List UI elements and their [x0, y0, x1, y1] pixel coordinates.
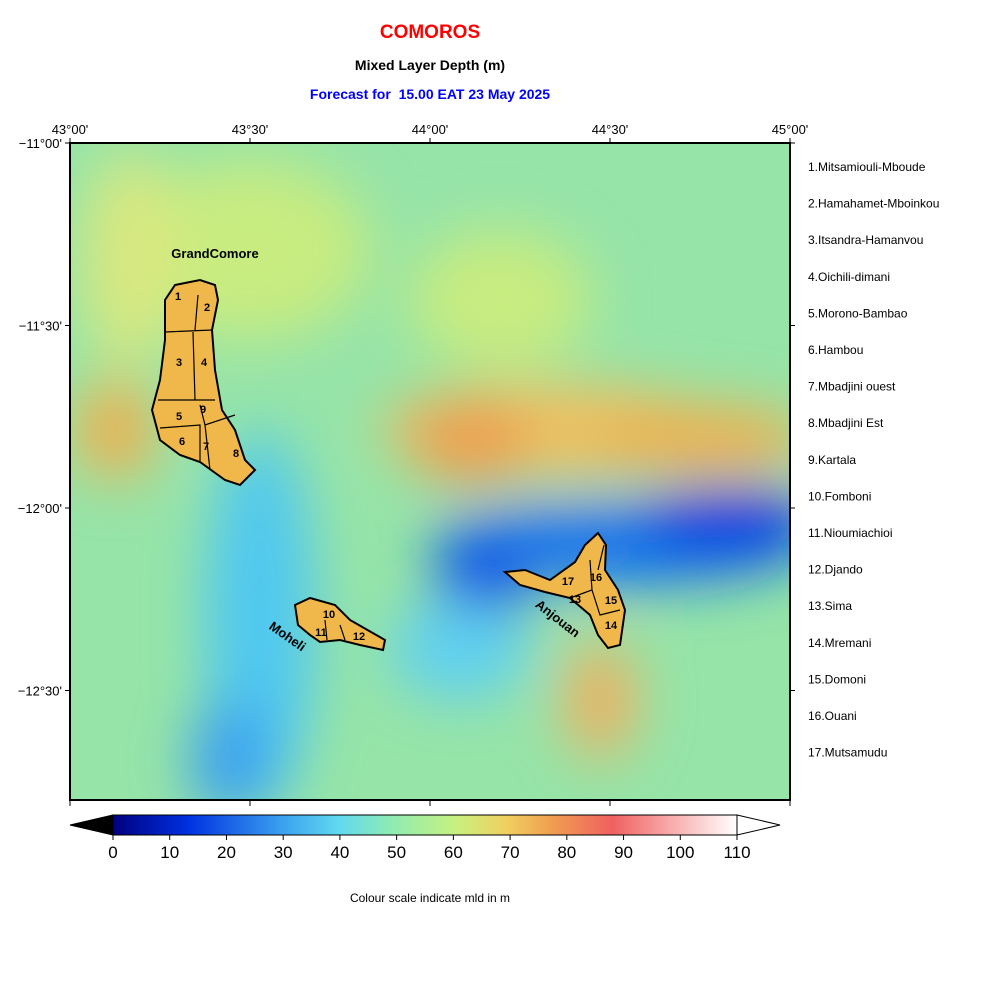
- colorbar-tick-label: 70: [501, 843, 520, 862]
- title: COMOROS: [380, 22, 480, 43]
- legend-entry: 16.Ouani: [808, 709, 857, 723]
- legend-entry: 8.Mbadjini Est: [808, 416, 884, 430]
- field: [70, 143, 790, 800]
- legend-entry: 2.Hamahamet-Mboinkou: [808, 197, 939, 211]
- y-tick-label: −12°30': [18, 684, 62, 699]
- colorbar-tick-label: 90: [614, 843, 633, 862]
- legend-entry: 4.Oichili-dimani: [808, 270, 890, 284]
- district-number: 9: [200, 404, 206, 416]
- district-number: 4: [201, 357, 208, 369]
- district-borders: [158, 294, 621, 641]
- colorbar: [112, 814, 738, 836]
- colorbar-tick-label: 30: [274, 843, 293, 862]
- x-tick-label: 44°30': [592, 122, 629, 137]
- legend-entry: 11.Nioumiachioi: [808, 526, 893, 540]
- colorbar-min-arrow: [69, 814, 114, 836]
- colorbar-tick-label: 100: [666, 843, 694, 862]
- legend-entry: 6.Hambou: [808, 343, 863, 357]
- legend-entry: 1.Mitsamiouli-Mboude: [808, 160, 926, 174]
- legend-entry: 7.Mbadjini ouest: [808, 380, 896, 394]
- colorbar-caption: Colour scale indicate mld in m: [350, 891, 510, 905]
- colorbar-tick-label: 80: [557, 843, 576, 862]
- colorbar-tick-label: 0: [108, 843, 117, 862]
- district-number: 1: [175, 291, 181, 303]
- legend-entry: 9.Kartala: [808, 453, 856, 467]
- legend-entry: 13.Sima: [808, 599, 852, 613]
- x-tick-label: 43°30': [232, 122, 269, 137]
- forecast: Forecast for 15.00 EAT 23 May 2025: [310, 86, 550, 102]
- legend-entry: 5.Morono-Bambao: [808, 306, 908, 320]
- district-number: 2: [204, 302, 210, 314]
- district-number: 17: [562, 576, 574, 588]
- anjouan: [502, 531, 627, 650]
- colorbar-tick-label: 60: [444, 843, 463, 862]
- y-tick-label: −11°30': [19, 319, 62, 334]
- district-number: 10: [323, 609, 335, 621]
- district-number: 14: [605, 620, 618, 632]
- district-number: 8: [233, 448, 239, 460]
- colorbar-tick-label: 110: [723, 843, 750, 862]
- legend-entry: 12.Djando: [808, 563, 863, 577]
- legend-entry: 14.Mremani: [808, 636, 871, 650]
- district-number: 11: [315, 627, 327, 639]
- district-number: 15: [605, 595, 617, 607]
- subtitle: Mixed Layer Depth (m): [355, 57, 505, 73]
- x-tick-label: 44°00': [412, 122, 449, 137]
- x-tick-label: 43°00': [52, 122, 89, 137]
- district-number: 5: [176, 411, 182, 423]
- legend-entry: 17.Mutsamudu: [808, 746, 887, 760]
- island-label: GrandComore: [171, 246, 258, 261]
- colorbar-tick-label: 50: [387, 843, 406, 862]
- colorbar-tick-label: 10: [160, 843, 179, 862]
- moheli: [293, 596, 387, 652]
- district-number: 7: [203, 441, 209, 453]
- district-number: 13: [569, 594, 581, 606]
- district-number: 16: [590, 572, 602, 584]
- legend-entry: 3.Itsandra-Hamanvou: [808, 233, 923, 247]
- legend-entry: 15.Domoni: [808, 672, 866, 686]
- colorbar-tick-label: 20: [217, 843, 236, 862]
- colorbar-max-arrow: [736, 814, 781, 836]
- y-tick-label: −11°00': [19, 136, 62, 151]
- district-number: 12: [353, 631, 365, 643]
- district-number: 3: [176, 357, 182, 369]
- district-number: 6: [179, 436, 185, 448]
- x-tick-label: 45°00': [772, 122, 809, 137]
- legend-entry: 10.Fomboni: [808, 489, 871, 503]
- y-tick-label: −12°00': [18, 501, 62, 516]
- colorbar-tick-label: 40: [330, 843, 349, 862]
